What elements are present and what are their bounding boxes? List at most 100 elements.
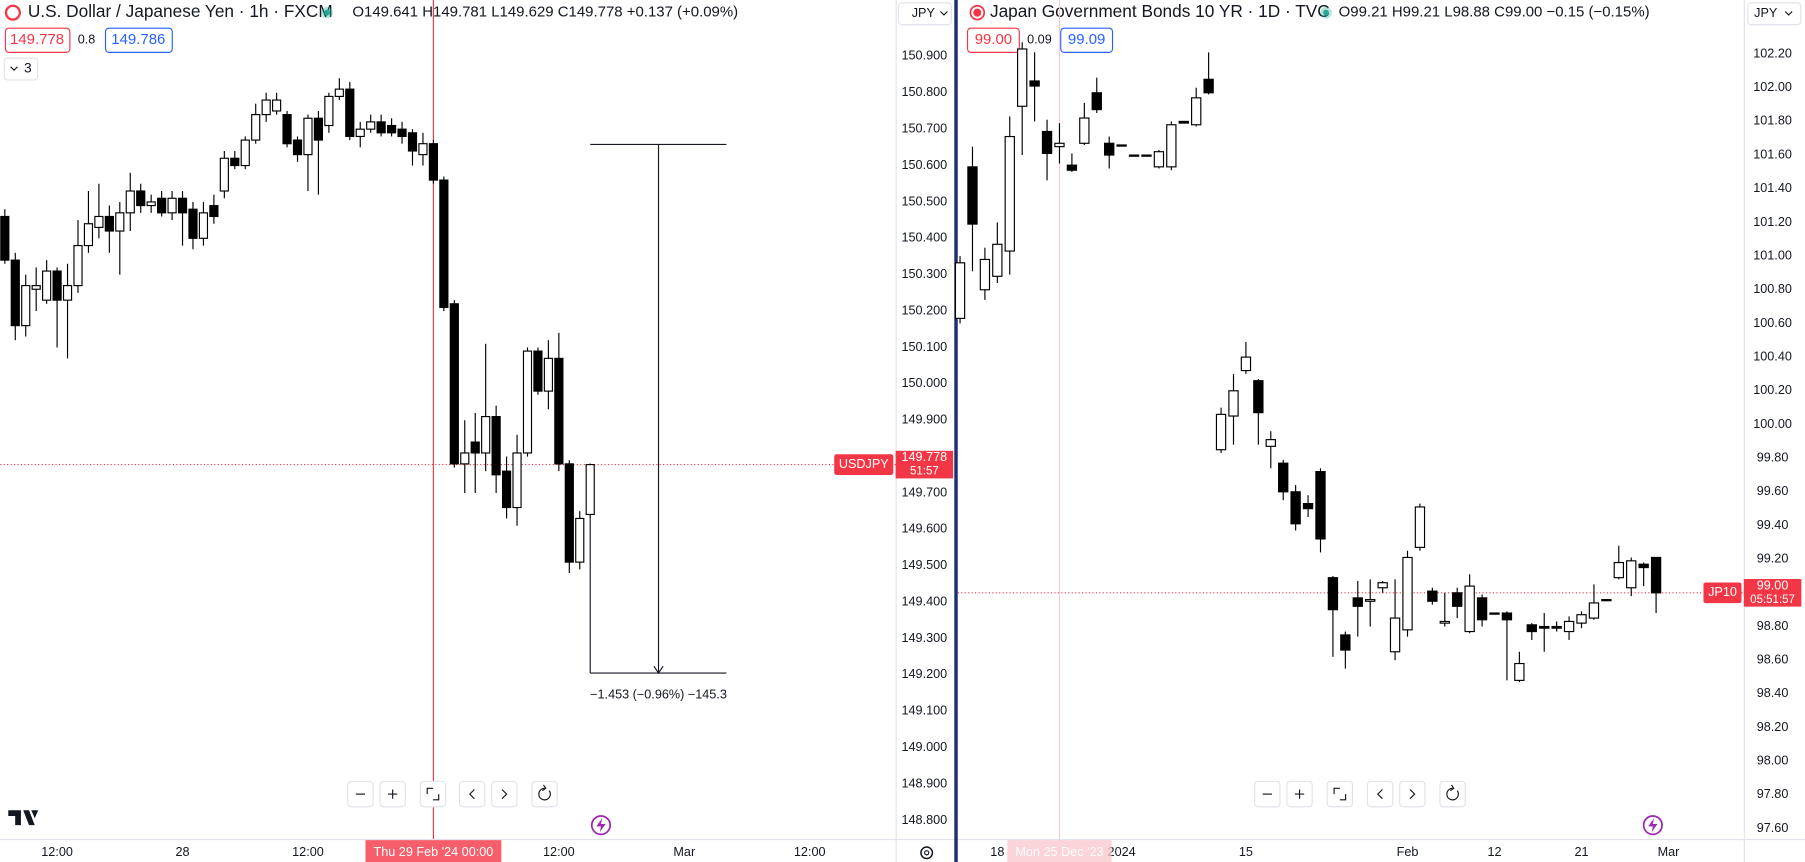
ohlc-legend: O149.641 H149.781 L149.629 C149.778 +0.1… — [352, 4, 738, 21]
sell-price[interactable]: 99.00 — [975, 31, 1012, 48]
buy-price[interactable]: 149.786 — [111, 31, 165, 48]
lightning-ring — [1642, 815, 1663, 836]
currency-select[interactable] — [1747, 2, 1802, 26]
y-tick-label: 149.000 — [902, 740, 948, 754]
x-tick-label: 15 — [1239, 845, 1253, 859]
y-tick-label: 100.60 — [1753, 316, 1792, 330]
plus-icon — [1294, 789, 1305, 799]
zoom-in-button[interactable] — [379, 780, 406, 808]
sell-price[interactable]: 149.778 — [10, 31, 64, 48]
currency[interactable]: JPY — [912, 6, 936, 20]
symbol-title[interactable]: U.S. Dollar / Japanese Yen · 1h · FXCM — [28, 1, 333, 21]
button-bg — [419, 780, 447, 808]
candle-body — [407, 132, 418, 152]
candle-body — [1377, 582, 1388, 589]
currency-select[interactable] — [897, 2, 952, 26]
candle-body — [522, 350, 533, 454]
y-tick-label: 149.900 — [902, 413, 948, 427]
x-tick-label: 12:00 — [292, 845, 324, 859]
candle-body — [1526, 624, 1537, 633]
candle-body — [376, 121, 386, 134]
zoom-in-button[interactable] — [1286, 780, 1313, 808]
settings-icon — [924, 850, 930, 856]
right-icon — [1409, 789, 1416, 800]
reset-button[interactable] — [1439, 780, 1466, 808]
button-bg — [458, 780, 486, 808]
candle-body — [0, 215, 10, 261]
pane-divider — [954, 0, 958, 862]
sell-box[interactable] — [966, 27, 1020, 53]
lightning-ring — [590, 815, 612, 836]
scroll-left-button[interactable] — [458, 780, 486, 808]
candle-body — [62, 285, 73, 301]
countdown: 05:51:57 — [1750, 594, 1795, 606]
y-tick-label: 150.900 — [902, 49, 948, 63]
y-tick-label: 150.100 — [902, 340, 948, 354]
zoom-out-button[interactable] — [347, 780, 374, 808]
y-tick-label: 150.700 — [902, 122, 948, 136]
zoom-out-button[interactable] — [1254, 780, 1281, 808]
button-bg — [1439, 780, 1466, 808]
candle-body — [1054, 142, 1065, 148]
candle-body — [1265, 439, 1276, 447]
y-tick-label: 98.20 — [1757, 720, 1789, 734]
candle-body — [292, 139, 303, 156]
buy-box[interactable] — [1060, 27, 1114, 53]
candle-body — [21, 285, 31, 327]
candle-body — [1191, 97, 1202, 126]
candle-body — [428, 143, 439, 181]
reset-scale-button[interactable] — [419, 780, 447, 808]
reset-scale-button[interactable] — [1326, 780, 1354, 808]
candle-body — [1228, 390, 1239, 417]
scroll-right-button[interactable] — [1399, 780, 1426, 808]
candle-body — [1601, 598, 1612, 602]
candle-body — [1439, 620, 1450, 624]
x-tick-label: 12:00 — [543, 845, 575, 859]
candle-body — [967, 166, 978, 225]
right-icon — [501, 789, 508, 800]
candle-body — [1414, 506, 1426, 548]
candle-body — [1278, 462, 1289, 493]
lightning-icon — [1648, 818, 1658, 833]
reset-button[interactable] — [531, 780, 558, 808]
y-tick-label: 102.00 — [1753, 80, 1792, 94]
button-bg — [1326, 780, 1354, 808]
candle-body — [1017, 48, 1028, 107]
x-tick-label: Feb — [1397, 845, 1419, 859]
scroll-left-button[interactable] — [1366, 780, 1394, 808]
candle-body — [1588, 602, 1600, 619]
candle-body — [1315, 471, 1326, 540]
buy-box[interactable] — [104, 27, 173, 53]
candle-body — [1638, 563, 1649, 569]
symbol-title[interactable]: Japan Government Bonds 10 YR · 1D · TVC — [990, 1, 1330, 21]
sell-box[interactable] — [4, 27, 71, 53]
lightning-button[interactable] — [1642, 815, 1663, 836]
settings-button[interactable] — [920, 846, 934, 860]
candle-body — [209, 204, 219, 218]
y-tick-label: 150.000 — [902, 376, 948, 390]
crosshair-time-label: Thu 29 Feb '24 00:00 — [374, 845, 494, 859]
buy-price[interactable]: 99.09 — [1068, 31, 1105, 48]
indicator-count[interactable]: 3 — [24, 60, 32, 76]
crosshair-time-label: Mon 25 Dec '23 — [1015, 845, 1103, 859]
candle-body — [42, 270, 52, 301]
y-tick-label: 150.800 — [902, 85, 948, 99]
lightning-button[interactable] — [590, 815, 612, 836]
candle-body — [1029, 80, 1040, 87]
candle-body — [543, 357, 553, 392]
last-price-box — [895, 450, 954, 479]
scroll-right-button[interactable] — [491, 780, 518, 808]
candle-body — [219, 157, 229, 192]
candle-body — [1613, 561, 1624, 579]
logo[interactable] — [8, 810, 39, 826]
y-tick-label: 98.80 — [1757, 619, 1789, 633]
candle-body — [491, 416, 501, 476]
y-tick-label: 101.20 — [1753, 215, 1792, 229]
plus-icon — [388, 789, 398, 799]
currency[interactable]: JPY — [1754, 6, 1778, 20]
candle-body — [1104, 142, 1115, 156]
candle-body — [73, 245, 83, 287]
indicators-toggle[interactable] — [3, 57, 39, 81]
candle-body — [83, 223, 94, 247]
